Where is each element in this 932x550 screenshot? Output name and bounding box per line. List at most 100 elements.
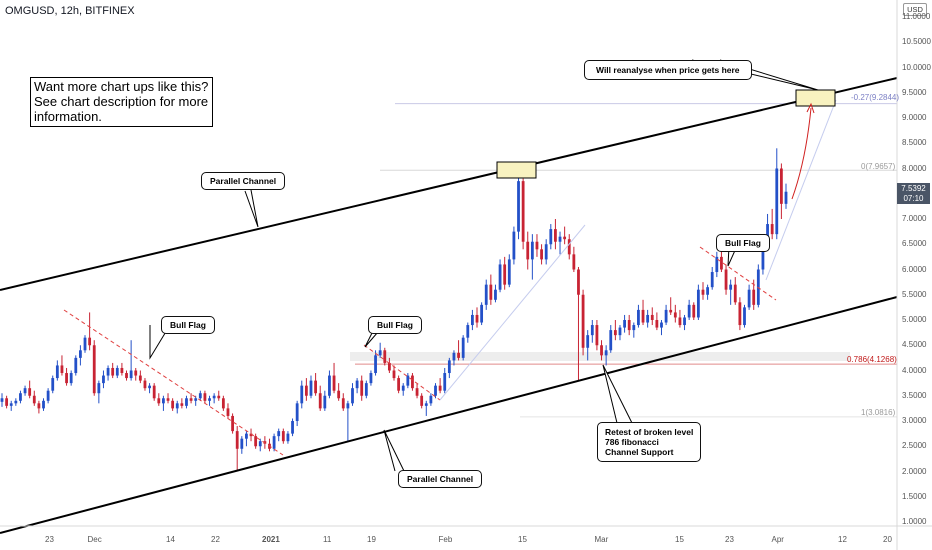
candle-body <box>747 289 751 308</box>
candle-body <box>185 398 188 406</box>
candle-body <box>180 403 184 406</box>
price-tick: 4.5000 <box>902 340 927 350</box>
candle-body <box>106 367 110 376</box>
callout-parallel-channel-upper[interactable]: Parallel Channel <box>201 172 286 190</box>
candle-body <box>143 380 147 389</box>
candle-body <box>637 309 640 326</box>
candle-body <box>706 287 709 295</box>
candle-body <box>457 352 460 358</box>
candle-body <box>387 362 391 371</box>
flag-line-2 <box>363 344 441 401</box>
fib-label-zero: 0(7.9657) <box>861 162 896 171</box>
candle-body <box>563 236 567 240</box>
candle-body <box>673 312 677 318</box>
price-tick: 3.5000 <box>902 390 927 400</box>
candle-body <box>157 398 161 404</box>
projection-arrow <box>791 107 812 200</box>
candle-body <box>9 403 13 406</box>
flag-line-1 <box>63 309 284 456</box>
price-tick: 8.0000 <box>902 163 927 173</box>
candle-body <box>646 314 650 323</box>
candle-body <box>355 380 359 389</box>
candle-body <box>503 264 507 285</box>
time-tick: Mar <box>594 535 609 544</box>
candle-body <box>60 365 64 374</box>
time-tick: 23 <box>725 535 734 544</box>
fib-label-ext: -0.27(9.2844) <box>851 93 900 102</box>
candle-body <box>775 168 779 235</box>
candle-body <box>254 436 258 447</box>
candle-body <box>369 373 373 384</box>
candle-body <box>258 441 262 447</box>
candle-body <box>332 375 336 391</box>
candle-body <box>281 431 285 442</box>
candle-body <box>489 284 493 300</box>
candle-body <box>521 181 525 242</box>
candle-body <box>364 383 368 396</box>
candle-body <box>554 229 557 242</box>
callout-bull-flag-2[interactable]: Bull Flag <box>368 316 422 334</box>
callout-retest[interactable]: Retest of broken level 786 fibonacci Cha… <box>597 422 702 462</box>
candle-body <box>687 304 691 318</box>
candle-body <box>752 289 756 305</box>
candle-body <box>549 229 553 245</box>
candle-body <box>406 375 410 386</box>
callout-reanalyse[interactable]: Will reanalyse when price gets here <box>584 60 752 80</box>
candle-body <box>466 325 470 338</box>
time-tick: Dec <box>87 535 102 544</box>
candle-body <box>567 239 571 255</box>
candle-body <box>581 294 585 348</box>
candle-body <box>51 378 55 391</box>
candle-body <box>318 393 322 409</box>
time-tick: 14 <box>166 535 175 544</box>
candle-body <box>162 398 165 404</box>
callout-bull-flag-3[interactable]: Bull Flag <box>716 234 770 252</box>
candle-body <box>231 415 234 432</box>
candle-body <box>97 383 101 394</box>
candle-body <box>240 438 244 449</box>
candle-body <box>125 373 128 379</box>
candle-body <box>203 393 207 401</box>
channel-upper-line <box>0 77 898 291</box>
candles <box>0 148 788 472</box>
candle-body <box>341 398 345 409</box>
candle-body <box>650 314 654 320</box>
candle-body <box>683 317 686 326</box>
candle-body <box>83 337 87 351</box>
callout-pointer <box>383 429 405 472</box>
candle-body <box>291 421 294 434</box>
candle-body <box>46 390 50 401</box>
candle-body <box>609 330 613 351</box>
candle-body <box>692 304 696 318</box>
candle-body <box>577 269 580 295</box>
candle-body <box>245 433 248 439</box>
candle-body <box>701 289 705 295</box>
candle-body <box>37 403 41 409</box>
callout-bull-flag-1[interactable]: Bull Flag <box>161 316 215 334</box>
time-tick: 12 <box>838 535 847 544</box>
candle-body <box>618 327 622 336</box>
time-tick: 15 <box>675 535 684 544</box>
currency-label[interactable]: USD <box>903 3 927 16</box>
time-tick: 11 <box>323 535 332 544</box>
time-tick: 19 <box>367 535 376 544</box>
candle-body <box>558 236 562 242</box>
callout-parallel-channel-lower[interactable]: Parallel Channel <box>398 470 483 488</box>
candle-body <box>194 398 198 401</box>
candle-body <box>484 284 488 305</box>
candle-body <box>175 403 179 409</box>
candle-body <box>544 244 548 260</box>
time-tick: 23 <box>45 535 54 544</box>
price-tick: 4.0000 <box>902 365 927 375</box>
candle-body <box>111 367 115 376</box>
candle-body <box>641 309 645 323</box>
candle-body <box>217 395 221 399</box>
candle-body <box>540 249 543 260</box>
candle-body <box>507 259 511 285</box>
candle-body <box>295 403 299 421</box>
candle-body <box>632 325 636 331</box>
callout-pointer <box>244 189 259 228</box>
candle-body <box>415 388 419 396</box>
bar-countdown: 07:10 <box>897 194 930 204</box>
candle-body <box>148 385 151 389</box>
